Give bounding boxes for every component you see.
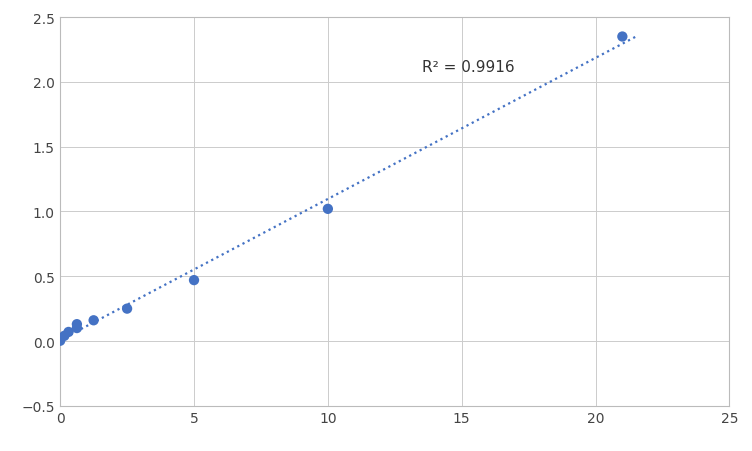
Text: R² = 0.9916: R² = 0.9916 <box>422 60 514 74</box>
Point <box>62 329 74 336</box>
Point <box>121 305 133 313</box>
Point <box>71 325 83 332</box>
Point <box>87 317 99 324</box>
Point <box>617 34 629 41</box>
Point <box>59 332 71 340</box>
Point <box>188 277 200 284</box>
Point <box>71 321 83 328</box>
Point <box>322 206 334 213</box>
Point <box>54 337 66 345</box>
